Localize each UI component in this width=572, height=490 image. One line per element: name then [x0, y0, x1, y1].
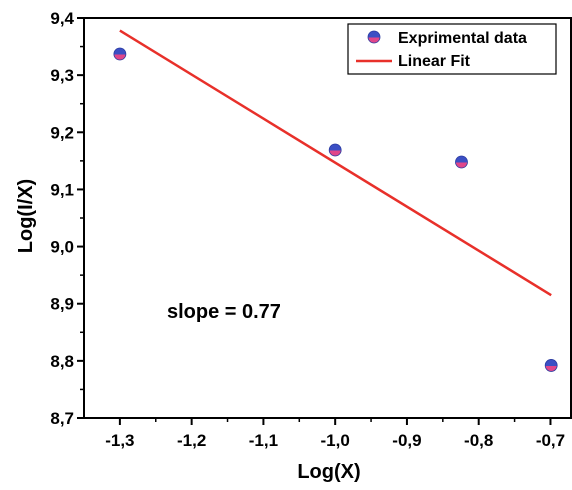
data-point — [455, 155, 468, 169]
data-point — [113, 47, 127, 61]
slope-annotation: slope = 0.77 — [167, 301, 281, 323]
y-tick-label: 8,8 — [50, 352, 74, 371]
y-tick-label: 9,2 — [50, 123, 74, 142]
y-tick-label: 8,9 — [50, 295, 74, 314]
x-tick-label: -1,1 — [249, 431, 278, 450]
legend-marker-points — [367, 30, 381, 44]
legend-label-fit: Linear Fit — [398, 53, 471, 70]
x-tick-label: -0,7 — [536, 431, 565, 450]
data-point — [328, 143, 342, 157]
linear-fit-line — [119, 29, 552, 297]
x-tick-label: -0,8 — [464, 431, 493, 450]
x-tick-label: -1,2 — [177, 431, 206, 450]
x-tick-label: -1,0 — [321, 431, 350, 450]
y-tick-label: 9,4 — [50, 9, 74, 28]
x-tick-label: -1,3 — [105, 431, 134, 450]
data-point — [544, 359, 558, 372]
legend-box — [347, 23, 557, 75]
y-tick-label: 9,3 — [50, 66, 74, 85]
x-axis-title: Log(X) — [297, 461, 360, 483]
y-tick-label: 9,0 — [50, 238, 74, 257]
legend-label-points: Exprimental data — [398, 30, 527, 47]
x-tick-label: -0,9 — [392, 431, 421, 450]
y-axis-title: Log(I/X) — [15, 179, 37, 253]
y-tick-label: 9,1 — [50, 180, 74, 199]
y-tick-label: 8,7 — [50, 409, 74, 428]
plot-frame — [83, 17, 572, 419]
